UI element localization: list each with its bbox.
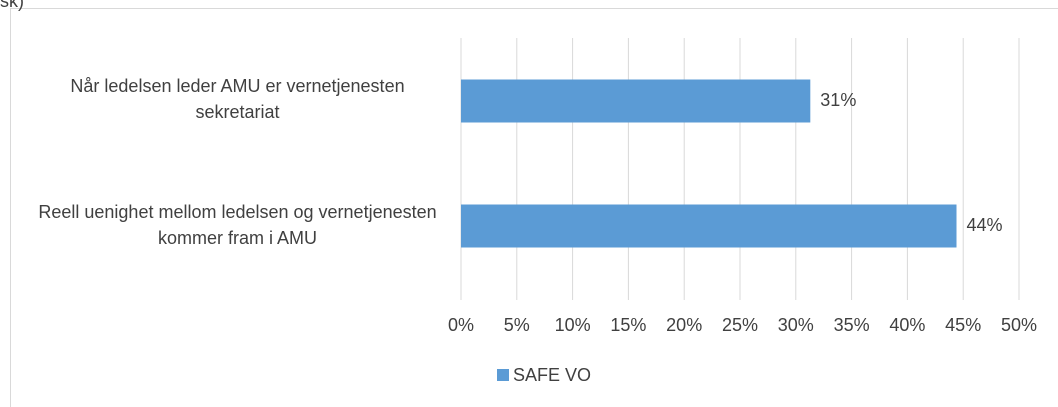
legend-swatch xyxy=(497,369,509,381)
x-tick-label: 40% xyxy=(889,315,925,335)
bar xyxy=(461,204,957,248)
chart-frame xyxy=(10,8,1058,407)
x-tick-label: 35% xyxy=(834,315,870,335)
x-tick-label: 20% xyxy=(666,315,702,335)
x-tick-label: 25% xyxy=(722,315,758,335)
x-tick-label: 30% xyxy=(778,315,814,335)
x-tick-label: 50% xyxy=(1001,315,1037,335)
x-tick-label: 10% xyxy=(555,315,591,335)
legend-label: SAFE VO xyxy=(513,365,591,385)
bar xyxy=(461,79,811,123)
category-label: Når ledelsen leder AMU er vernetjenesten… xyxy=(70,76,405,122)
x-tick-label: 0% xyxy=(448,315,474,335)
chart-title: isk) xyxy=(0,0,24,11)
data-label: 44% xyxy=(967,215,1003,235)
x-tick-label: 45% xyxy=(945,315,981,335)
category-label: Reell uenighet mellom ledelsen og vernet… xyxy=(38,202,437,248)
x-tick-label: 15% xyxy=(610,315,646,335)
data-label: 31% xyxy=(820,90,856,110)
x-tick-label: 5% xyxy=(504,315,530,335)
